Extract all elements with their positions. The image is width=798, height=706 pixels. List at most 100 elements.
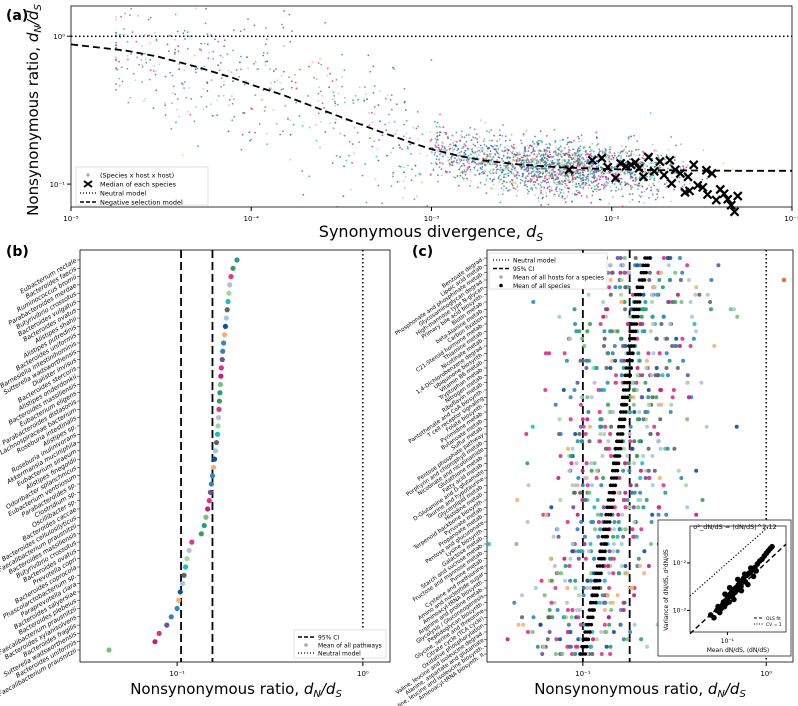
species-pathway-point xyxy=(645,410,650,414)
scatter-point xyxy=(373,106,376,108)
scatter-point xyxy=(547,203,550,206)
scatter-point xyxy=(402,166,405,169)
scatter-point xyxy=(441,154,443,157)
scatter-point xyxy=(546,135,548,137)
scatter-point xyxy=(541,197,544,200)
species-pathway-point xyxy=(607,549,612,554)
scatter-point xyxy=(564,186,567,189)
scatter-point xyxy=(540,191,543,194)
species-pathway-point xyxy=(650,483,655,488)
scatter-point xyxy=(545,154,547,157)
species-pathway-point xyxy=(608,366,613,370)
scatter-point xyxy=(561,161,564,164)
scatter-point xyxy=(481,147,484,149)
scatter-point xyxy=(455,131,458,134)
scatter-point xyxy=(539,171,542,174)
inset-point xyxy=(735,576,741,583)
scatter-point xyxy=(467,154,470,157)
species-pathway-point xyxy=(647,270,652,275)
scatter-point xyxy=(377,159,380,162)
species-pathway-point xyxy=(613,285,618,290)
pathway-mean-point xyxy=(181,572,187,578)
species-pathway-point xyxy=(601,314,606,319)
scatter-point xyxy=(486,153,489,156)
pathway-mean-point xyxy=(214,431,221,437)
species-pathway-point xyxy=(708,300,713,304)
species-pathway-point xyxy=(578,490,583,495)
scatter-point xyxy=(266,143,269,146)
scatter-point xyxy=(547,159,549,162)
scatter-point xyxy=(466,161,469,163)
median-marker xyxy=(665,155,675,166)
scatter-point xyxy=(457,152,459,155)
scatter-point xyxy=(411,168,413,171)
scatter-point xyxy=(182,32,185,35)
species-pathway-point xyxy=(619,373,624,378)
species-pathway-point xyxy=(516,622,521,627)
scatter-point xyxy=(352,99,354,102)
scatter-point xyxy=(437,144,440,147)
scatter-point xyxy=(595,190,598,193)
species-pathway-point xyxy=(598,322,603,326)
pathway-mean-point xyxy=(207,489,213,495)
scatter-point xyxy=(332,91,335,94)
scatter-point xyxy=(610,158,613,161)
scatter-point xyxy=(279,133,282,136)
species-pathway-point xyxy=(588,424,592,429)
species-pathway-point xyxy=(585,329,590,334)
species-pathway-point xyxy=(658,446,663,451)
legend-x xyxy=(83,180,93,188)
scatter-point xyxy=(431,151,433,154)
scatter-point xyxy=(562,159,564,161)
scatter-point xyxy=(568,181,570,184)
scatter-point xyxy=(563,197,566,200)
species-pathway-point xyxy=(526,483,531,488)
scatter-point xyxy=(642,154,645,157)
species-pathway-point xyxy=(568,395,573,400)
species-pathway-point xyxy=(592,461,597,466)
scatter-point xyxy=(457,155,460,157)
scatter-point xyxy=(268,87,271,90)
scatter-point xyxy=(594,188,596,191)
species-pathway-point xyxy=(679,476,684,480)
species-pathway-point xyxy=(548,556,553,561)
scatter-point xyxy=(497,168,499,171)
species-pathway-point xyxy=(657,505,662,510)
scatter-point xyxy=(499,201,502,204)
scatter-point xyxy=(440,168,443,171)
species-pathway-point xyxy=(687,278,691,282)
scatter-point xyxy=(620,157,622,159)
scatter-point xyxy=(402,135,405,138)
scatter-point xyxy=(605,178,608,181)
x-tick-label: 10⁰ xyxy=(760,670,772,678)
species-pathway-point xyxy=(704,424,709,429)
species-pathway-point xyxy=(691,336,696,341)
scatter-point xyxy=(453,176,455,178)
scatter-point xyxy=(539,184,542,187)
scatter-point xyxy=(505,181,508,184)
species-pathway-point xyxy=(734,424,739,429)
scatter-point xyxy=(583,169,586,172)
scatter-point xyxy=(673,159,676,161)
species-pathway-point xyxy=(712,344,717,348)
scatter-point xyxy=(575,169,578,172)
scatter-point xyxy=(202,87,205,90)
scatter-point xyxy=(155,38,158,41)
scatter-point xyxy=(504,165,506,167)
scatter-point xyxy=(621,186,623,189)
species-pathway-point xyxy=(654,336,659,341)
scatter-point xyxy=(578,190,581,193)
inset-point xyxy=(753,568,759,574)
scatter-point xyxy=(562,171,565,173)
species-pathway-point xyxy=(623,461,627,466)
all-species-mean xyxy=(618,446,623,451)
scatter-point xyxy=(526,154,529,157)
scatter-point xyxy=(318,86,321,89)
scatter-point xyxy=(630,175,633,178)
scatter-point xyxy=(560,180,563,182)
scatter-point xyxy=(461,176,464,179)
scatter-point xyxy=(434,137,437,140)
scatter-point xyxy=(197,145,199,148)
species-pathway-point xyxy=(619,358,624,363)
scatter-point xyxy=(497,177,500,180)
